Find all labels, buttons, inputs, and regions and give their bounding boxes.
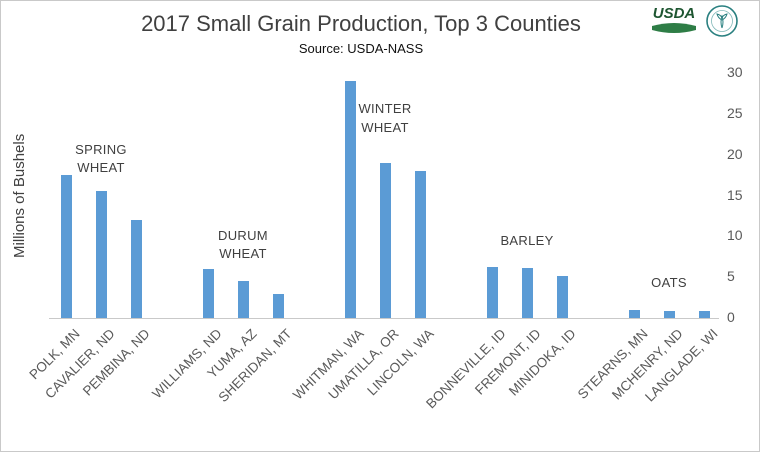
bar: [202, 269, 214, 318]
bar: [628, 309, 640, 318]
group-label: BARLEY: [500, 233, 554, 249]
bar: [379, 162, 391, 318]
bar: [130, 220, 142, 318]
seal-logo: [705, 4, 739, 38]
x-axis-line: [49, 318, 719, 319]
bar: [95, 191, 107, 318]
bar: [414, 171, 426, 318]
chart-subtitle: Source: USDA-NASS: [298, 41, 424, 56]
bar: [521, 268, 533, 318]
bar: [556, 275, 568, 318]
y-tick-label: 10: [727, 227, 743, 244]
bar: [237, 281, 249, 318]
y-tick-label: 15: [727, 186, 743, 203]
bar: [344, 81, 356, 318]
usda-logo-text: USDA: [652, 5, 696, 22]
group-label: OATS: [651, 274, 687, 290]
y-tick-label: 20: [727, 145, 743, 162]
y-axis-title: Millions of Bushels: [11, 133, 28, 258]
group-label: DURUM WHEAT: [218, 227, 268, 262]
group-label: WINTER WHEAT: [358, 101, 412, 135]
chart-title: 2017 Small Grain Production, Top 3 Count…: [141, 11, 581, 36]
bar: [272, 293, 284, 318]
seal-icon: [706, 5, 738, 37]
bar: [663, 311, 675, 318]
plot-area: SPRING WHEAT DURUM WHEAT WINTER WHEAT BARLE…: [49, 73, 719, 318]
usda-logo: USDA: [651, 6, 697, 36]
bar: [486, 266, 498, 318]
bar: [698, 311, 710, 318]
y-tick-label: 25: [727, 104, 743, 121]
group-label: SPRING WHEAT: [75, 142, 127, 176]
usda-swoosh-icon: [652, 23, 696, 33]
y-tick-label: 30: [727, 64, 743, 80]
y-tick-label: 5: [727, 268, 735, 285]
bar: [60, 175, 72, 318]
y-tick-label: 0: [727, 309, 735, 325]
